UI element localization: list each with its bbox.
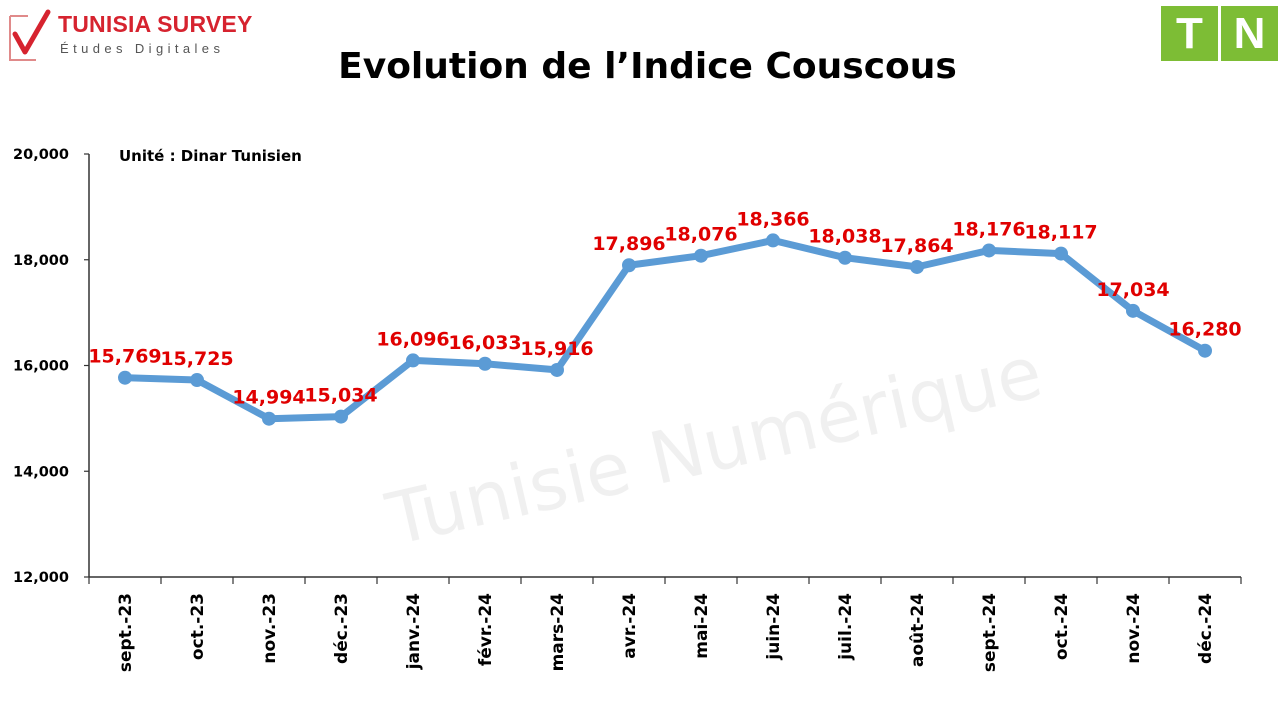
x-tick-label: mars-24 <box>548 593 568 672</box>
data-label: 15,916 <box>520 338 593 360</box>
y-tick-label: 20,000 <box>13 147 69 163</box>
data-point <box>838 250 852 265</box>
data-label: 16,033 <box>448 332 521 354</box>
x-tick-label: oct.-24 <box>1052 593 1072 660</box>
data-label: 17,034 <box>1096 279 1169 301</box>
chart-axes: 12,000 14,000 16,000 18,000 20,000 sept.-23 oc… <box>13 147 1242 672</box>
y-tick-label: 12,000 <box>13 570 69 586</box>
logo-tagline: Études Digitales <box>60 41 225 56</box>
data-point <box>118 370 132 385</box>
tn-badge-logo: T N <box>1161 6 1278 61</box>
y-tick-label: 18,000 <box>13 253 69 269</box>
data-point <box>334 409 348 424</box>
data-label: 15,769 <box>88 346 161 368</box>
x-tick-label: juin-24 <box>764 593 784 661</box>
data-label: 15,034 <box>304 385 377 407</box>
data-point <box>190 373 204 388</box>
data-label: 18,176 <box>952 218 1025 240</box>
x-tick-label: nov.-23 <box>260 593 280 664</box>
data-label: 17,896 <box>592 233 665 255</box>
unit-annotation: Unité : Dinar Tunisien <box>119 147 302 165</box>
data-point <box>1198 343 1212 358</box>
x-tick-label: déc.-24 <box>1196 593 1216 664</box>
data-label: 18,117 <box>1024 222 1097 244</box>
series-line <box>121 236 1209 423</box>
data-point <box>1126 303 1140 318</box>
data-label: 18,366 <box>736 208 809 230</box>
logo-name: TUNISIA SURVEY <box>58 11 253 37</box>
checkmark-logo-icon <box>9 9 51 61</box>
data-point <box>766 233 780 248</box>
data-point <box>478 356 492 371</box>
x-tick-label: avr.-24 <box>620 593 640 659</box>
data-label: 17,864 <box>880 235 953 257</box>
x-tick-label: sept.-24 <box>980 593 1000 672</box>
tn-badge-letter-t: T <box>1161 6 1218 61</box>
data-point <box>262 411 276 426</box>
y-tick-label: 16,000 <box>13 359 69 375</box>
data-label: 16,280 <box>1168 319 1241 341</box>
tn-badge-letter-n: N <box>1221 6 1278 61</box>
x-tick-label: déc.-23 <box>332 593 352 664</box>
x-tick-label: oct.-23 <box>188 593 208 660</box>
x-tick-label: mai-24 <box>692 593 712 659</box>
y-tick-label: 14,000 <box>13 464 69 480</box>
data-point <box>910 259 924 274</box>
x-tick-label: févr.-24 <box>476 593 496 666</box>
x-tick-label: juil.-24 <box>836 593 856 661</box>
data-label: 18,038 <box>808 226 881 248</box>
data-label: 18,076 <box>664 224 737 246</box>
x-tick-label: nov.-24 <box>1124 593 1144 664</box>
data-point <box>550 362 564 377</box>
data-point <box>622 258 636 273</box>
data-point <box>1054 246 1068 261</box>
series-layer <box>118 233 1212 426</box>
data-point <box>694 248 708 263</box>
data-label: 14,994 <box>232 387 305 409</box>
data-label: 16,096 <box>376 328 449 350</box>
x-tick-label: janv.-24 <box>404 593 424 670</box>
data-point <box>982 243 996 258</box>
tunisia-survey-logo: TUNISIA SURVEY Études Digitales <box>6 8 276 64</box>
data-label: 15,725 <box>160 348 233 370</box>
data-point <box>406 353 420 368</box>
x-tick-label: août-24 <box>908 593 928 667</box>
chart-title: Evolution de l’Indice Couscous <box>338 46 957 87</box>
x-tick-label: sept.-23 <box>116 593 136 672</box>
